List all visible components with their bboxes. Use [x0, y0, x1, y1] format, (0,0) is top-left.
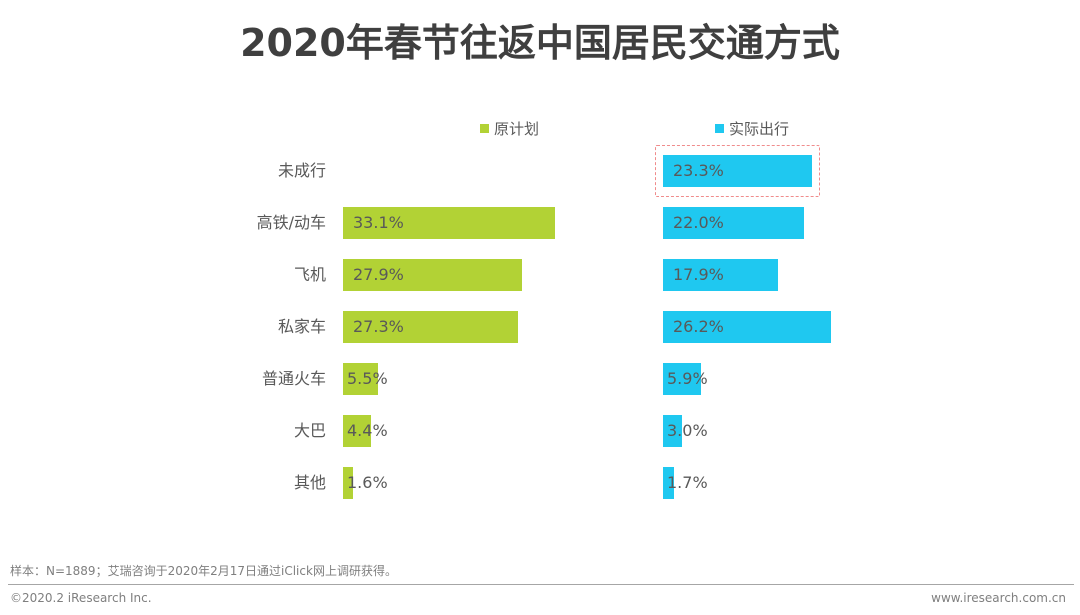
website-url: www.iresearch.com.cn — [931, 591, 1066, 605]
footer-divider — [8, 584, 1074, 585]
legend-label-actual: 实际出行 — [729, 118, 789, 139]
data-label-actual: 1.7% — [667, 473, 708, 493]
highlight-box — [655, 145, 820, 197]
sample-note: 样本：N=1889；艾瑞咨询于2020年2月17日通过iClick网上调研获得。 — [10, 562, 397, 579]
data-label-actual: 26.2% — [673, 317, 724, 337]
legend-item-actual: 实际出行 — [715, 118, 789, 139]
chart-title: 2020年春节往返中国居民交通方式 — [0, 12, 1080, 67]
copyright: ©2020.2 iResearch Inc. — [10, 591, 152, 605]
legend-swatch-plan — [480, 124, 489, 133]
legend-item-plan: 原计划 — [480, 118, 539, 139]
legend-swatch-actual — [715, 124, 724, 133]
category-label: 未成行 — [176, 161, 326, 181]
category-label: 大巴 — [176, 421, 326, 441]
category-label: 普通火车 — [176, 369, 326, 389]
category-label: 其他 — [176, 473, 326, 493]
data-label-actual: 5.9% — [667, 369, 708, 389]
data-label-plan: 27.9% — [353, 265, 404, 285]
category-label: 私家车 — [176, 317, 326, 337]
data-label-actual: 17.9% — [673, 265, 724, 285]
data-label-plan: 1.6% — [347, 473, 388, 493]
category-label: 飞机 — [176, 265, 326, 285]
data-label-plan: 27.3% — [353, 317, 404, 337]
data-label-plan: 33.1% — [353, 213, 404, 233]
category-label: 高铁/动车 — [176, 213, 326, 233]
legend-label-plan: 原计划 — [494, 118, 539, 139]
data-label-actual: 3.0% — [667, 421, 708, 441]
data-label-actual: 22.0% — [673, 213, 724, 233]
data-label-plan: 5.5% — [347, 369, 388, 389]
data-label-plan: 4.4% — [347, 421, 388, 441]
